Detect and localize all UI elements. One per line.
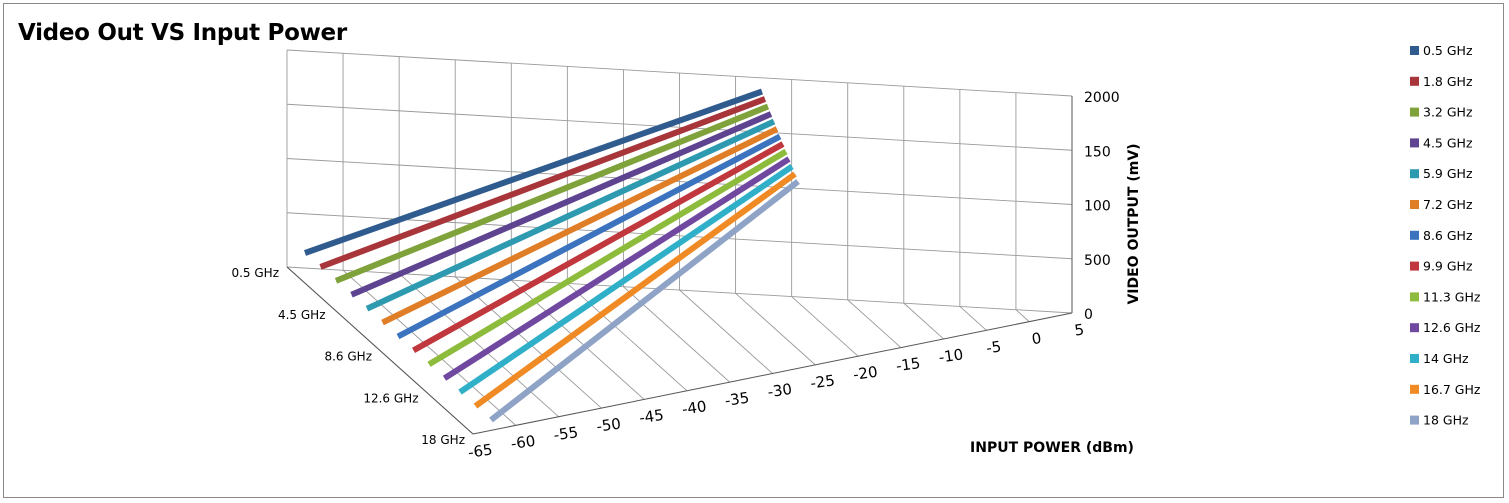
depth-tick-label: 12.6 GHz [363, 391, 418, 405]
legend-swatch [1410, 169, 1419, 179]
depth-tick-label: 0.5 GHz [231, 266, 279, 280]
legend-label: 12.6 GHz [1423, 320, 1481, 335]
z-tick-label: 100 [1084, 199, 1111, 215]
z-tick-label: 500 [1084, 253, 1111, 269]
series-line [396, 133, 782, 340]
x-tick-labels: -65 -60 -55 -50 -45 -40 -35 -30 -25 -20 -15 -10 -5 0 5 [467, 320, 1085, 461]
z-tick-label: 0 [1084, 307, 1093, 323]
depth-tick-label: 4.5 GHz [278, 308, 326, 322]
series-line [319, 96, 767, 270]
legend-swatch [1410, 323, 1419, 333]
x-tick-label: -45 [638, 406, 665, 427]
series-line [334, 103, 770, 284]
legend-swatch [1410, 230, 1419, 240]
legend-swatch [1410, 76, 1419, 86]
legend-label: 14 GHz [1423, 351, 1469, 366]
x-axis-label: INPUT POWER (dBm) [970, 440, 1134, 456]
series-line [458, 164, 794, 395]
legend-label: 11.3 GHz [1423, 289, 1481, 304]
legend-swatch [1410, 354, 1419, 363]
legend-swatch [1410, 384, 1419, 394]
floor-grid-line [847, 299, 902, 348]
series-line [350, 111, 773, 298]
z-tick-label: 2000 [1084, 90, 1120, 106]
legend-swatch [1410, 200, 1419, 209]
z-tick-labels: 0 500 100 150 2000 [1084, 90, 1120, 323]
z-axis-label: VIDEO OUTPUT (mV) [1126, 143, 1142, 304]
legend: 0.5 GHz 1.8 GHz 3.2 GHz 4.5 GHz 5.9 GHz 7.2 G… [1410, 43, 1481, 428]
legend-swatch [1410, 46, 1419, 55]
wall-grid-line [286, 158, 1073, 205]
legend-swatch [1410, 138, 1419, 148]
depth-tick-label: 18 GHz [421, 433, 465, 447]
x-tick-label: -15 [895, 354, 922, 375]
x-tick-label: -30 [766, 380, 793, 401]
series-line [427, 148, 788, 367]
series-line [381, 126, 779, 326]
legend-label: 18 GHz [1423, 413, 1469, 428]
floor-grid-line [567, 283, 688, 392]
wall-grid-line [286, 212, 1073, 260]
depth-axis-line [286, 266, 474, 435]
legend-swatch [1410, 261, 1419, 271]
legend-label: 7.2 GHz [1423, 197, 1473, 212]
x-tick-label: -10 [938, 345, 965, 366]
series-lines [304, 88, 800, 423]
legend-swatch [1410, 107, 1419, 117]
x-tick-label: -55 [552, 423, 579, 444]
x-tick-label: -20 [852, 363, 879, 384]
legend-label: 16.7 GHz [1423, 382, 1481, 397]
series-line [304, 88, 763, 256]
x-tick-label: -40 [681, 397, 708, 418]
wall-grid-line [286, 103, 1073, 151]
x-tick-label: -65 [467, 440, 494, 461]
x-tick-label: 0 [1031, 329, 1043, 348]
x-tick-label: -25 [809, 371, 836, 392]
floor-grid-line [398, 273, 559, 418]
legend-label: 3.2 GHz [1423, 105, 1473, 120]
series-line [489, 179, 800, 423]
floor-grid-line [679, 289, 773, 374]
x-tick-label: 5 [1073, 320, 1085, 339]
x-tick-label: -50 [595, 415, 622, 436]
series-line [365, 118, 776, 312]
series-line [442, 156, 791, 381]
wall-grid-line [286, 49, 1073, 97]
z-tick-label: 150 [1084, 144, 1111, 160]
chart-title: Video Out VS Input Power [18, 20, 347, 46]
depth-tick-labels: 0.5 GHz 4.5 GHz 8.6 GHz 12.6 GHz 18 GHz [231, 266, 465, 447]
floor-grid-line [903, 302, 944, 340]
legend-label: 8.6 GHz [1423, 228, 1473, 243]
legend-label: 5.9 GHz [1423, 166, 1473, 181]
series-line [412, 141, 785, 354]
x-tick-label: -5 [985, 337, 1002, 357]
x-tick-label: -35 [724, 389, 751, 410]
legend-label: 1.8 GHz [1423, 74, 1473, 89]
legend-label: 9.9 GHz [1423, 259, 1473, 274]
floor-grid-line [735, 292, 816, 366]
x-tick-label: -60 [510, 432, 537, 453]
legend-swatch [1410, 415, 1419, 425]
chart-area [3, 3, 1504, 498]
legend-label: 4.5 GHz [1423, 135, 1473, 150]
floor-grid-line [1015, 309, 1030, 322]
depth-tick-label: 8.6 GHz [324, 350, 372, 364]
wall-grid-line [286, 266, 1073, 314]
series-line [473, 171, 797, 409]
legend-label: 0.5 GHz [1423, 43, 1473, 58]
floor-grid-line [959, 306, 987, 331]
floor-grid-line [791, 296, 859, 357]
legend-swatch [1410, 292, 1419, 302]
x-axis-line [472, 312, 1073, 435]
